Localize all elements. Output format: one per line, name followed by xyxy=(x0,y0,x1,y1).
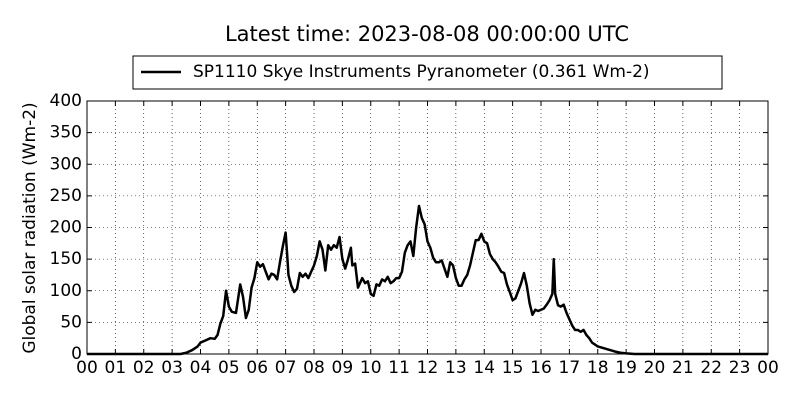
y-tick-label: 300 xyxy=(50,154,82,174)
x-tick-label: 00 xyxy=(757,358,779,378)
plot-frame xyxy=(86,100,769,355)
x-tick-label: 16 xyxy=(530,358,552,378)
x-tick-label: 02 xyxy=(133,358,155,378)
x-tick-label: 21 xyxy=(672,358,694,378)
x-tick-label: 13 xyxy=(445,358,467,378)
x-tick-label: 23 xyxy=(729,358,751,378)
x-tick-label: 14 xyxy=(473,358,495,378)
x-tick-label: 04 xyxy=(190,358,212,378)
x-tick-label: 07 xyxy=(275,358,297,378)
x-tick-label: 15 xyxy=(502,358,524,378)
x-tick-label: 12 xyxy=(417,358,439,378)
x-tick-label: 03 xyxy=(161,358,183,378)
x-tick-label: 19 xyxy=(615,358,637,378)
y-tick-label: 0 xyxy=(71,344,82,364)
x-tick-label: 22 xyxy=(700,358,722,378)
x-tick-label: 09 xyxy=(332,358,354,378)
x-tick-label: 20 xyxy=(644,358,666,378)
x-tick-label: 06 xyxy=(246,358,268,378)
x-tick-label: 01 xyxy=(105,358,127,378)
x-tick-label: 17 xyxy=(559,358,581,378)
x-tick-label: 10 xyxy=(360,358,382,378)
legend-label: SP1110 Skye Instruments Pyranometer (0.3… xyxy=(193,62,650,82)
x-tick-label: 08 xyxy=(303,358,325,378)
y-tick-label: 400 xyxy=(50,91,82,111)
y-tick-label: 250 xyxy=(50,186,82,206)
data-line xyxy=(87,204,768,356)
x-tick-label: 11 xyxy=(388,358,410,378)
y-tick-label: 100 xyxy=(50,281,82,301)
legend-box xyxy=(132,55,723,90)
x-tick-label: 00 xyxy=(76,358,98,378)
x-tick-label: 05 xyxy=(218,358,240,378)
x-tick-label: 18 xyxy=(587,358,609,378)
chart-title: Latest time: 2023-08-08 00:00:00 UTC xyxy=(225,22,629,46)
y-tick-label: 200 xyxy=(50,218,82,238)
y-tick-label: 50 xyxy=(60,312,82,332)
y-axis-label: Global solar radiation (Wm-2) xyxy=(20,102,40,353)
y-tick-label: 350 xyxy=(50,123,82,143)
y-tick-label: 150 xyxy=(50,249,82,269)
